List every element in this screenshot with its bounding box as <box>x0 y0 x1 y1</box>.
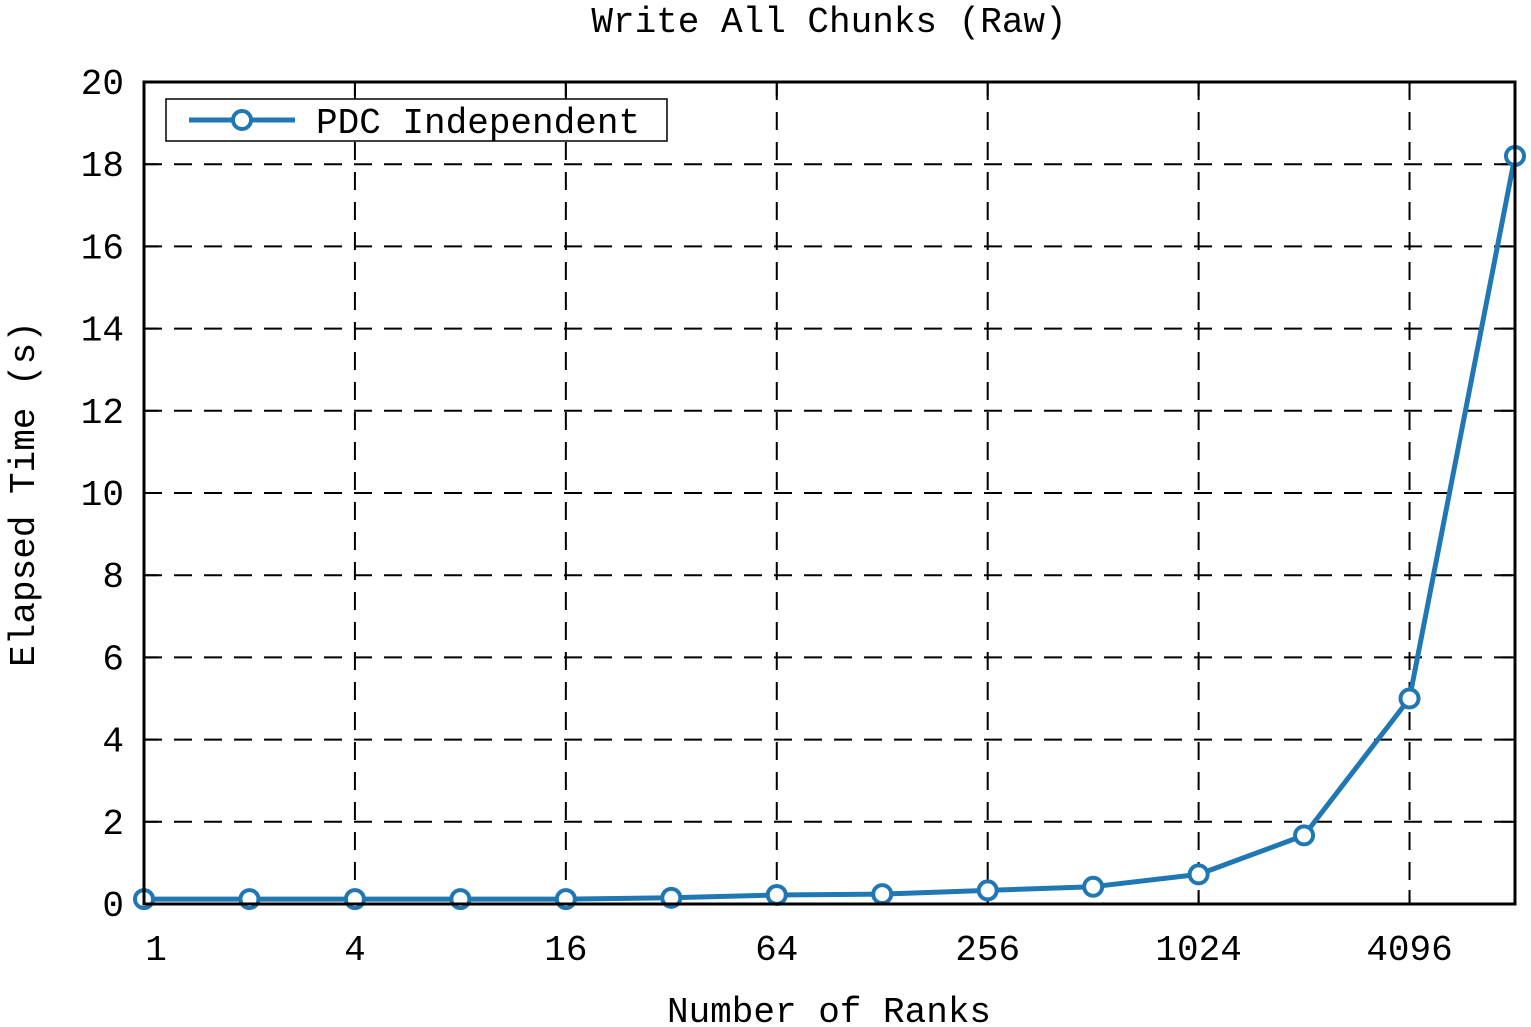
legend: PDC Independent <box>165 98 668 144</box>
data-point <box>1293 824 1316 847</box>
data-point <box>1082 875 1105 898</box>
grid <box>144 82 1515 904</box>
y-tick-label: 4 <box>102 722 124 763</box>
y-tick-label: 0 <box>102 886 124 927</box>
series-line <box>144 155 1518 902</box>
legend-label: PDC Independent <box>316 103 640 144</box>
y-tick-label: 18 <box>81 146 124 187</box>
x-tick-label: 256 <box>955 930 1020 971</box>
data-point <box>976 879 999 902</box>
data-point <box>871 883 894 906</box>
plot-frame <box>142 80 1517 906</box>
data-point <box>765 883 788 906</box>
y-tick-label: 16 <box>81 228 124 269</box>
y-tick-label: 14 <box>81 311 124 352</box>
x-tick-label: 4 <box>344 930 366 971</box>
y-tick-label: 8 <box>102 557 124 598</box>
y-tick-label: 12 <box>81 393 124 434</box>
legend-marker-sample <box>231 109 253 131</box>
y-tick-label: 6 <box>102 639 124 680</box>
data-point <box>1187 863 1210 886</box>
series-layer <box>133 144 1526 911</box>
data-point <box>660 886 683 909</box>
x-tick-label: 1 <box>145 930 167 971</box>
x-tick-label: 64 <box>755 930 798 971</box>
y-tick-label: 2 <box>102 804 124 845</box>
x-axis-label: Number of Ranks <box>667 992 991 1027</box>
data-point <box>1398 687 1421 710</box>
y-axis-label: Elapsed Time (s) <box>4 321 45 667</box>
x-tick-label: 4096 <box>1366 930 1452 971</box>
x-tick-label: 16 <box>544 930 587 971</box>
y-tick-label: 10 <box>81 475 124 516</box>
chart-title: Write All Chunks (Raw) <box>591 2 1066 43</box>
x-tick-label: 1024 <box>1155 930 1241 971</box>
y-tick-label: 20 <box>81 64 124 105</box>
